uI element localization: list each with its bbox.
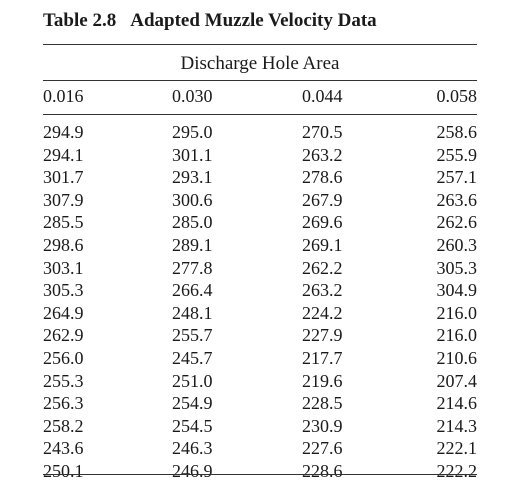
table-row: 307.9 300.6 267.9 263.6 (0, 189, 527, 212)
table-cell: 255.7 (172, 325, 213, 346)
table-cell: 293.1 (172, 167, 213, 188)
table-cell: 260.3 (436, 234, 478, 255)
table-cell: 227.6 (302, 438, 343, 459)
table-row: 255.3 251.0 219.6 207.4 (0, 370, 527, 393)
table-cell: 262.9 (43, 325, 84, 346)
table-cell: 305.3 (436, 257, 478, 278)
table-row: 262.9 255.7 227.9 216.0 (0, 324, 527, 347)
column-header: 0.058 (436, 86, 478, 106)
table-cell: 301.1 (172, 144, 213, 165)
column-header: 0.044 (302, 86, 343, 106)
table-cell: 210.6 (436, 347, 478, 368)
table-cell: 224.2 (302, 302, 343, 323)
table-cell: 301.7 (43, 167, 84, 188)
table-cell: 243.6 (43, 438, 84, 459)
table-cell: 216.0 (436, 325, 478, 346)
table-cell: 285.5 (43, 212, 84, 233)
table-cell: 258.6 (436, 122, 478, 142)
table-row: 303.1 277.8 262.2 305.3 (0, 257, 527, 280)
table-row: 250.1 246.9 228.6 222.2 (0, 460, 527, 483)
table-row: 301.7 293.1 278.6 257.1 (0, 166, 527, 189)
table-cell: 263.2 (302, 280, 343, 301)
column-header: 0.030 (172, 86, 213, 106)
table-cell: 262.6 (436, 212, 478, 233)
table-row: 294.9 295.0 270.5 258.6 (0, 121, 527, 144)
table-row: 264.9 248.1 224.2 216.0 (0, 302, 527, 325)
table-cell: 219.6 (302, 370, 343, 391)
table-cell: 222.1 (436, 438, 478, 459)
spanner-rule (43, 80, 477, 81)
table-cell: 228.5 (302, 393, 343, 414)
table-cell: 305.3 (43, 280, 84, 301)
table-row: 256.3 254.9 228.5 214.6 (0, 392, 527, 415)
table-row: 258.2 254.5 230.9 214.3 (0, 415, 527, 438)
top-rule (43, 44, 477, 46)
table-cell: 254.9 (172, 393, 213, 414)
table-row: 298.6 289.1 269.1 260.3 (0, 234, 527, 257)
table-cell: 294.9 (43, 122, 84, 142)
table-cell: 246.9 (172, 460, 213, 481)
table-cell: 295.0 (172, 122, 213, 142)
table-cell: 263.2 (302, 144, 343, 165)
table-cell: 256.3 (43, 393, 84, 414)
table-cell: 207.4 (436, 370, 478, 391)
table-cell: 248.1 (172, 302, 213, 323)
table-cell: 222.2 (436, 460, 478, 481)
table-cell: 298.6 (43, 234, 84, 255)
table-cell: 270.5 (302, 122, 343, 142)
table-cell: 266.4 (172, 280, 213, 301)
table-cell: 300.6 (172, 189, 213, 210)
table-cell: 255.9 (436, 144, 478, 165)
table-cell: 214.6 (436, 393, 478, 414)
spanner-label: Discharge Hole Area (180, 53, 340, 74)
table-cell: 269.1 (302, 234, 343, 255)
table-cell: 304.9 (436, 280, 478, 301)
table-cell: 267.9 (302, 189, 343, 210)
table-cell: 228.6 (302, 460, 343, 481)
table-cell: 307.9 (43, 189, 84, 210)
table-cell: 214.3 (436, 415, 478, 436)
table-cell: 262.2 (302, 257, 343, 278)
table-cell: 263.6 (436, 189, 478, 210)
table-row: 243.6 246.3 227.6 222.1 (0, 437, 527, 460)
table-number: Table 2.8 (43, 10, 117, 31)
header-rule (43, 114, 477, 115)
bottom-rule (43, 474, 477, 475)
table-cell: 217.7 (302, 347, 343, 368)
column-header: 0.016 (43, 86, 84, 106)
table-cell: 277.8 (172, 257, 213, 278)
table-row: 294.1 301.1 263.2 255.9 (0, 144, 527, 167)
table-cell: 254.5 (172, 415, 213, 436)
table-row: 305.3 266.4 263.2 304.9 (0, 279, 527, 302)
table-cell: 285.0 (172, 212, 213, 233)
table-cell: 269.6 (302, 212, 343, 233)
table-row: 285.5 285.0 269.6 262.6 (0, 211, 527, 234)
table-cell: 289.1 (172, 234, 213, 255)
column-spanner-heading: Discharge Hole Area (43, 53, 477, 75)
table-cell: 294.1 (43, 144, 84, 165)
table-cell: 230.9 (302, 415, 343, 436)
table-cell: 278.6 (302, 167, 343, 188)
table-cell: 216.0 (436, 302, 478, 323)
table-cell: 251.0 (172, 370, 213, 391)
table-title: Adapted Muzzle Velocity Data (130, 10, 377, 31)
table-cell: 264.9 (43, 302, 84, 323)
table-cell: 256.0 (43, 347, 84, 368)
table-cell: 303.1 (43, 257, 84, 278)
table-cell: 246.3 (172, 438, 213, 459)
table-row: 256.0 245.7 217.7 210.6 (0, 347, 527, 370)
table-cell: 255.3 (43, 370, 84, 391)
table-cell: 257.1 (436, 167, 478, 188)
table-cell: 227.9 (302, 325, 343, 346)
table-body: 294.9 295.0 270.5 258.6 294.1 301.1 263.2 255.9… (0, 121, 527, 483)
table-caption: Table 2.8 Adapted Muzzle Velocity Data (43, 10, 377, 32)
table-cell: 250.1 (43, 460, 84, 481)
table-cell: 258.2 (43, 415, 84, 436)
table-cell: 245.7 (172, 347, 213, 368)
